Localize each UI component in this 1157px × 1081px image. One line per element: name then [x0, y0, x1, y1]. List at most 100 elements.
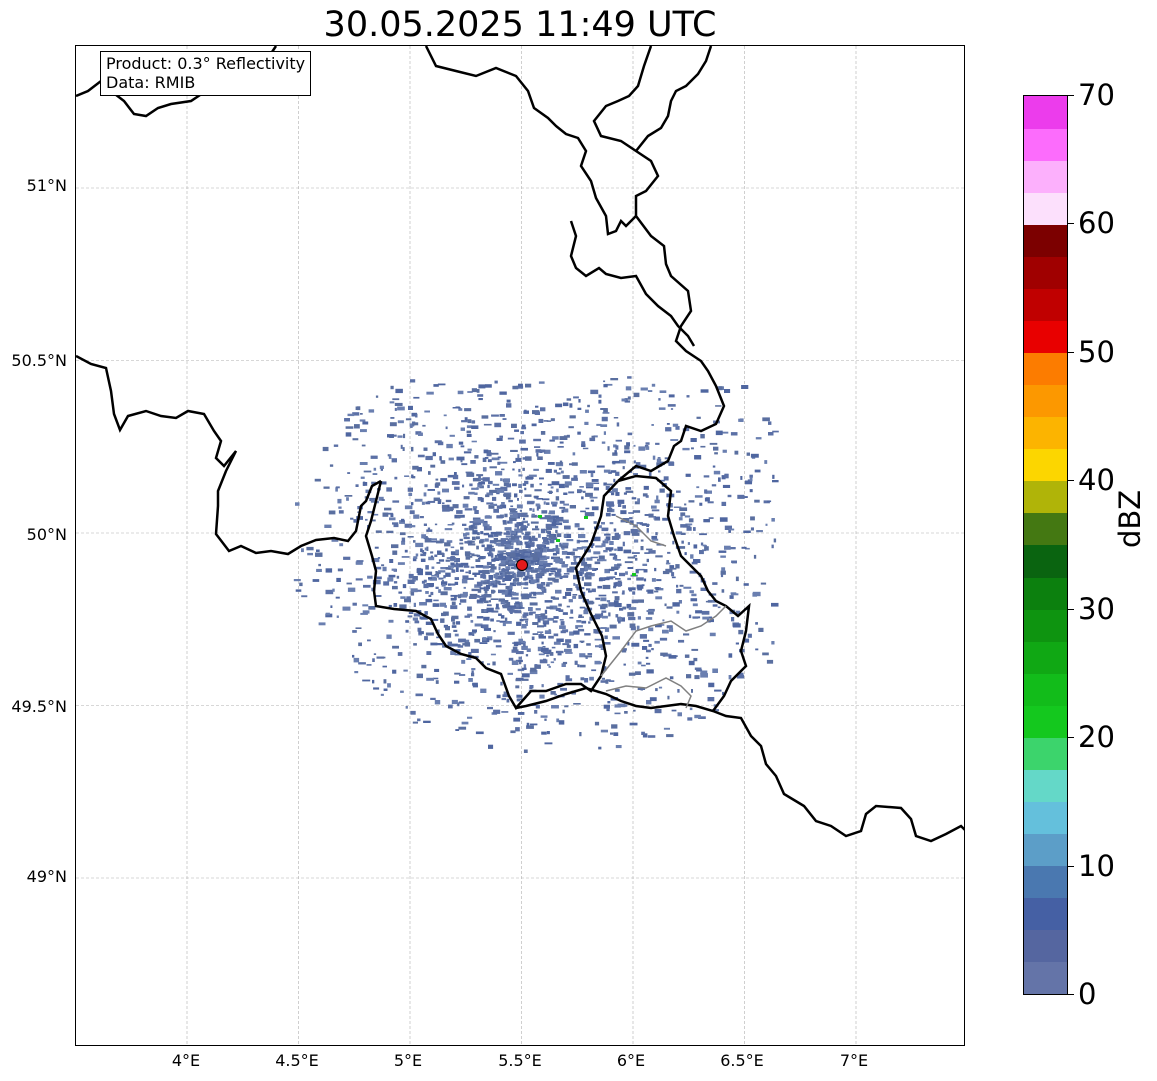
map-canvas: [76, 46, 964, 1045]
echo-pixel: [389, 422, 397, 427]
echo-pixel: [480, 574, 486, 579]
echo-pixel: [392, 500, 400, 503]
map-panel[interactable]: [75, 45, 965, 1046]
echo-pixel: [613, 732, 619, 736]
echo-pixel: [490, 618, 494, 622]
echo-pixel: [492, 661, 496, 666]
echo-pixel: [583, 563, 592, 568]
echo-pixel: [442, 488, 449, 493]
echo-pixel: [458, 408, 463, 411]
echo-pixel: [448, 642, 453, 646]
echo-pixel: [730, 432, 738, 436]
echo-pixel: [464, 541, 470, 544]
echo-pixel: [549, 439, 555, 442]
echo-pixel: [362, 482, 368, 486]
colorbar-tick-label: 20: [1078, 720, 1115, 755]
echo-pixel: [413, 422, 419, 426]
echo-pixel: [474, 623, 483, 627]
echo-pixel: [543, 539, 548, 543]
echo-pixel: [481, 594, 489, 597]
echo-pixel: [600, 408, 607, 410]
echo-pixel: [335, 487, 338, 492]
echo-pixel: [365, 518, 368, 521]
echo-pixel: [503, 478, 510, 483]
echo-pixel: [501, 502, 505, 505]
echo-pixel: [655, 596, 663, 600]
echo-pixel: [643, 639, 650, 642]
echo-pixel: [523, 587, 529, 589]
echo-pixel: [496, 437, 503, 441]
echo-pixel: [689, 707, 693, 711]
echo-pixel: [562, 612, 568, 615]
echo-pixel: [518, 638, 523, 643]
echo-pixel: [651, 505, 657, 509]
echo-pixel: [477, 532, 480, 536]
echo-pixel: [407, 615, 413, 618]
echo-pixel: [692, 616, 699, 619]
echo-pixel: [504, 546, 510, 550]
echo-pixel: [691, 593, 697, 597]
echo-pixel: [720, 570, 726, 575]
echo-pixel: [682, 447, 690, 451]
echo-pixel: [591, 435, 595, 438]
echo-pixel: [426, 546, 429, 551]
echo-pixel: [591, 669, 597, 672]
echo-pixel: [371, 558, 380, 563]
echo-pixel: [722, 484, 731, 488]
echo-pixel: [721, 501, 727, 506]
echo-pixel: [409, 510, 415, 515]
echo-pixel: [549, 519, 557, 523]
echo-pixel: [403, 669, 408, 672]
echo-pixel: [615, 492, 620, 496]
echo-pixel: [478, 481, 485, 485]
echo-pixel: [701, 610, 710, 615]
echo-pixel: [368, 409, 375, 413]
echo-pixel: [746, 452, 750, 456]
echo-pixel: [608, 602, 616, 607]
echo-pixel: [548, 490, 553, 494]
echo-pixel: [549, 605, 558, 610]
echo-pixel: [521, 645, 528, 650]
echo-pixel: [448, 457, 454, 461]
echo-pixel: [488, 744, 494, 749]
echo-pixel: [581, 576, 584, 581]
echo-pixel: [414, 620, 420, 624]
echo-pixel: [603, 550, 608, 553]
echo-pixel: [707, 501, 714, 504]
echo-pixel: [540, 431, 546, 435]
echo-pixel: [601, 615, 608, 619]
echo-pixel: [728, 529, 731, 533]
colorbar-segment: [1024, 673, 1067, 706]
echo-pixel: [293, 579, 301, 582]
echo-pixel: [488, 552, 493, 557]
echo-pixel: [409, 525, 416, 528]
echo-pixel: [521, 667, 527, 670]
echo-pixel: [516, 385, 524, 389]
echo-pixel: [510, 531, 516, 535]
echo-pixel: [471, 670, 474, 675]
echo-pixel: [682, 512, 686, 516]
echo-pixel: [424, 484, 428, 488]
echo-pixel: [529, 723, 538, 726]
echo-pixel: [463, 536, 470, 540]
colorbar-segment: [1024, 865, 1067, 899]
echo-pixel: [420, 553, 426, 557]
echo-pixel: [496, 489, 505, 493]
echo-pixel: [495, 572, 500, 575]
echo-pixel: [693, 559, 701, 563]
echo-pixel: [662, 619, 665, 622]
echo-pixel: [727, 494, 732, 498]
echo-pixel: [511, 660, 519, 665]
echo-pixel: [532, 622, 539, 625]
echo-pixel: [518, 383, 523, 387]
echo-pixel: [382, 665, 387, 668]
echo-pixel: [556, 533, 562, 537]
echo-pixel: [299, 582, 303, 587]
echo-pixel: [533, 438, 541, 442]
echo-pixel: [301, 548, 304, 553]
echo-pixel: [688, 660, 695, 666]
echo-pixel: [656, 462, 663, 467]
echo-pixel: [639, 634, 647, 639]
echo-pixel: [355, 406, 358, 410]
echo-pixel: [472, 520, 480, 526]
